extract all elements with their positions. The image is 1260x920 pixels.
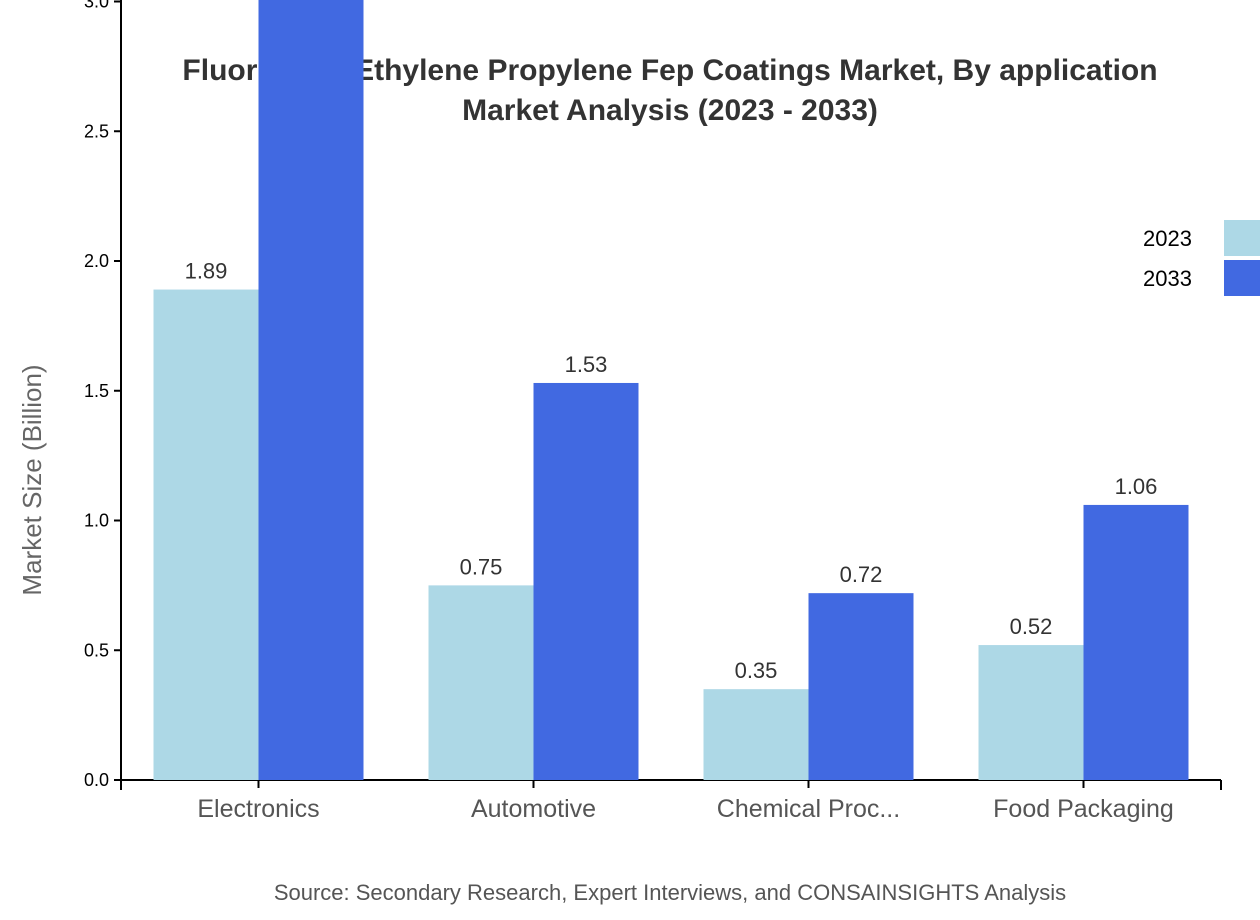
legend-swatch [1224,220,1260,256]
y-tick-label: 1.5 [84,381,109,401]
data-label: 1.53 [565,352,608,377]
x-tick-label: Chemical Proc... [717,795,900,823]
x-tick-label: Electronics [197,795,319,823]
data-label: 0.35 [735,658,778,683]
y-axis-label: Market Size (Billion) [17,364,47,595]
bar-2023-automotive [428,585,534,780]
data-label: 0.75 [460,554,503,579]
chart-title-line-2: Market Analysis (2023 - 2033) [462,94,878,127]
bar-2023-food-packaging [978,645,1084,780]
data-label: 0.72 [840,562,883,587]
y-tick-label: 3.0 [84,0,109,12]
x-tick-label: Automotive [471,795,596,823]
legend-label: 2033 [1143,266,1192,291]
bar-2023-electronics [153,289,259,780]
data-label: 0.52 [1010,614,1053,639]
bar-2023-chemical-proc- [703,689,809,780]
bar-2033-automotive [533,382,639,780]
y-tick-label: 1.0 [84,511,109,531]
y-tick-label: 0.0 [84,770,109,790]
bar-2033-chemical-proc- [808,593,914,780]
legend-label: 2023 [1143,226,1192,251]
y-tick-label: 0.5 [84,640,109,660]
y-tick-label: 2.5 [84,121,109,141]
source-note: Source: Secondary Research, Expert Inter… [274,880,1066,905]
legend-swatch [1224,260,1260,296]
bar-2033-electronics [258,0,364,781]
x-tick-label: Food Packaging [993,795,1174,823]
data-label: 1.06 [1115,474,1158,499]
data-label: 1.89 [185,259,228,284]
y-tick-label: 2.0 [84,251,109,271]
bar-2033-food-packaging [1083,504,1189,780]
